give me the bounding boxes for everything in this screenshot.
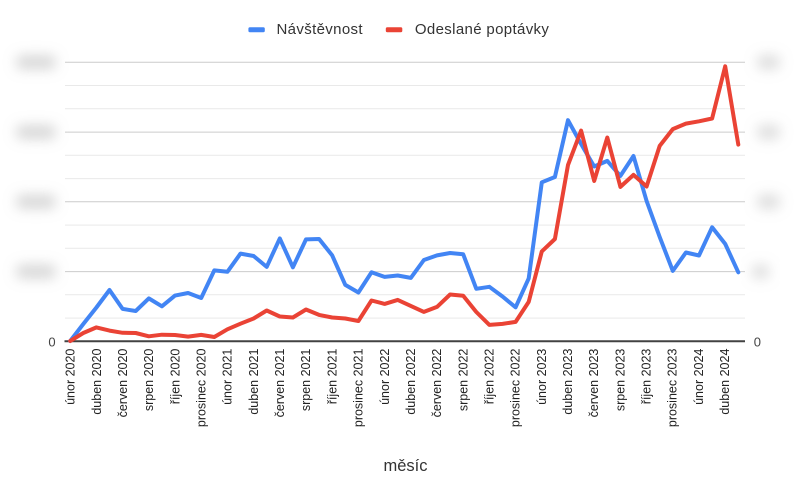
svg-text:únor 2024: únor 2024	[692, 349, 706, 405]
svg-text:měsíc: měsíc	[383, 457, 427, 475]
svg-text:duben 2021: duben 2021	[247, 349, 261, 415]
svg-text:červen 2020: červen 2020	[116, 349, 130, 418]
svg-text:prosinec 2022: prosinec 2022	[509, 349, 523, 428]
svg-text:říjen 2021: říjen 2021	[325, 349, 339, 405]
svg-text:Odeslané poptávky: Odeslané poptávky	[415, 21, 550, 38]
svg-text:říjen 2023: říjen 2023	[640, 349, 654, 405]
svg-text:červen 2023: červen 2023	[587, 349, 601, 418]
svg-text:duben 2020: duben 2020	[90, 349, 104, 415]
svg-text:prosinec 2023: prosinec 2023	[666, 349, 680, 428]
svg-text:únor 2020: únor 2020	[64, 349, 78, 405]
svg-text:říjen 2022: říjen 2022	[483, 349, 497, 405]
svg-text:srpen 2021: srpen 2021	[299, 349, 313, 412]
svg-text:prosinec 2021: prosinec 2021	[352, 349, 366, 428]
svg-text:srpen 2020: srpen 2020	[142, 349, 156, 412]
svg-text:červen 2021: červen 2021	[273, 349, 287, 418]
svg-text:0: 0	[48, 335, 55, 350]
svg-text:červen 2022: červen 2022	[430, 349, 444, 418]
svg-text:prosinec 2020: prosinec 2020	[195, 349, 209, 428]
svg-text:únor 2022: únor 2022	[378, 349, 392, 405]
svg-text:únor 2021: únor 2021	[221, 349, 235, 405]
svg-text:duben 2022: duben 2022	[404, 349, 418, 415]
svg-text:srpen 2022: srpen 2022	[456, 349, 470, 412]
svg-text:únor 2023: únor 2023	[535, 349, 549, 405]
svg-text:říjen 2020: říjen 2020	[168, 349, 182, 405]
svg-text:0: 0	[754, 335, 761, 350]
svg-text:srpen 2023: srpen 2023	[613, 349, 627, 412]
svg-text:duben 2024: duben 2024	[718, 349, 732, 415]
svg-text:Návštěvnost: Návštěvnost	[277, 21, 364, 38]
svg-text:duben 2023: duben 2023	[561, 349, 575, 415]
